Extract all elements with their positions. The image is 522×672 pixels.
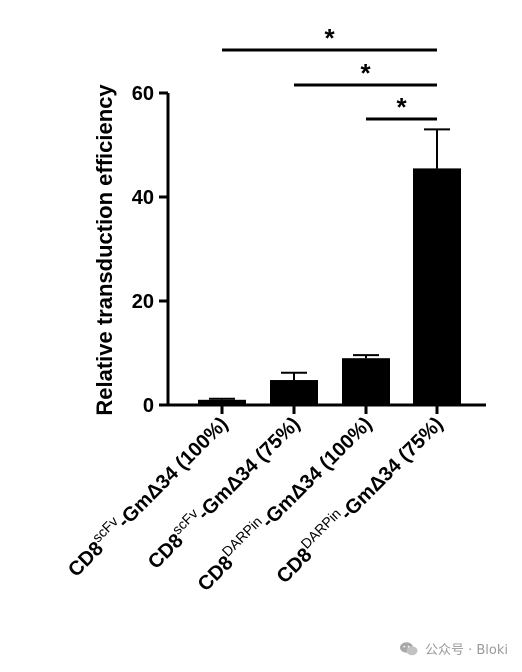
y-ticks: 0 20 40 60	[132, 83, 168, 417]
y-tick-label: 20	[132, 291, 154, 313]
significance-brackets: * * *	[222, 23, 437, 122]
significance-star: *	[396, 92, 407, 122]
wechat-icon	[399, 641, 418, 655]
error-bars	[209, 128, 450, 400]
category-base: CD8	[194, 552, 238, 596]
y-axis-label: Relative transduction efficiency	[92, 84, 117, 416]
bar	[342, 358, 390, 405]
x-category-labels: CD8scFv-GmΔ34 (100%)CD8scFv-GmΔ34 (75%)C…	[64, 405, 448, 596]
watermark-text: 公众号 · Bloki	[424, 643, 508, 658]
y-tick-label: 0	[143, 395, 154, 417]
category-base: CD8	[64, 538, 108, 582]
watermark: 公众号 · Bloki	[399, 639, 508, 658]
y-tick-label: 40	[132, 187, 154, 209]
significance-star: *	[360, 58, 371, 88]
bars	[198, 168, 461, 405]
bar	[413, 168, 461, 405]
significance-star: *	[324, 23, 335, 53]
y-tick-label: 60	[132, 83, 154, 105]
category-base: CD8	[144, 530, 188, 574]
bar	[270, 380, 318, 405]
bar	[198, 399, 246, 405]
category-superscript: DARPin	[219, 513, 266, 560]
category-superscript: DARPin	[297, 505, 344, 552]
